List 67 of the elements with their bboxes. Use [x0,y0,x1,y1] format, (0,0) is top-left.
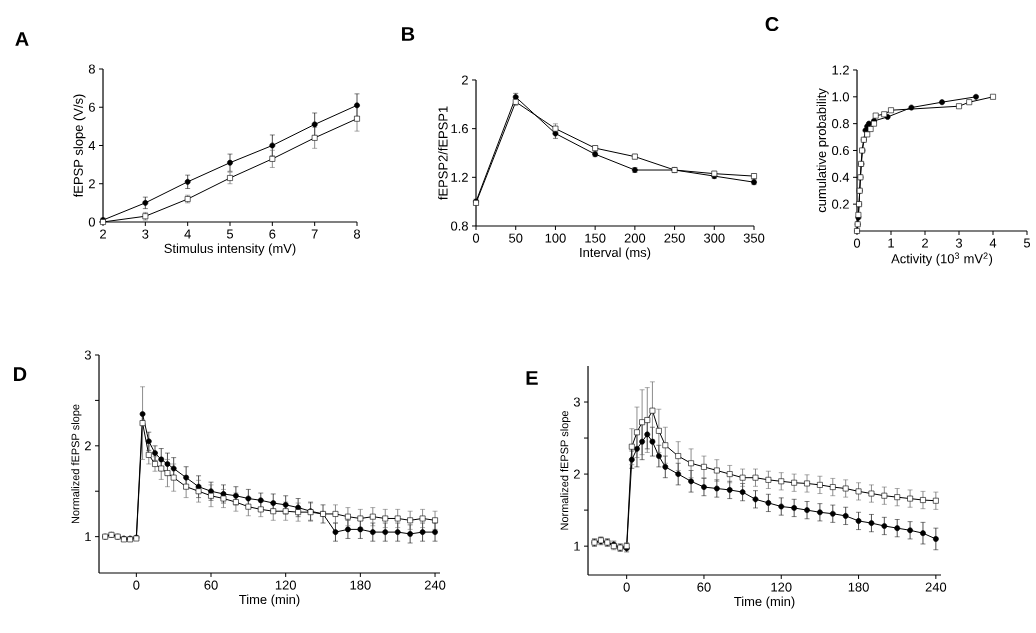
y-tick-label: 1.6 [451,124,468,134]
y-tick-label: 0.6 [832,145,849,156]
x-tick-label: 180 [848,582,869,592]
y-tick-label: 1 [574,541,580,551]
y-tick-label: 1.2 [451,172,468,182]
x-axis-title: Time (min) [734,596,795,609]
x-tick-label: 100 [545,233,566,243]
x-tick-label: 0 [472,233,480,243]
y-tick-label: 3 [573,397,580,407]
y-tick-label: 1.2 [832,65,849,75]
x-tick-label: 4 [989,238,997,248]
y-tick-label: 2 [88,179,95,189]
x-tick-label: 120 [275,580,296,590]
x-tick-label: 240 [424,580,446,590]
y-tick-label: 0 [88,217,95,227]
y-tick-label: 0.8 [451,221,468,231]
y-tick-label: 6 [88,102,95,112]
x-tick-label: 60 [204,580,218,590]
chart-title: C [765,17,779,32]
x-tick-label: 2 [922,238,928,248]
x-tick-label: 4 [184,229,191,239]
chart-title: A [15,32,29,46]
y-tick-label: 0.8 [832,119,849,129]
y-axis-title: Normalized fEPSP slope [560,411,571,530]
x-axis-title: Interval (ms) [580,247,651,260]
x-tick-label: 3 [142,229,149,239]
y-tick-label: 4 [88,141,96,150]
x-tick-label: 0 [133,580,140,590]
y-axis-title: fEPSP2/fEPSP1 [438,106,448,200]
x-tick-label: 8 [353,229,361,239]
x-tick-label: 0 [623,582,630,592]
x-tick-label: 7 [311,229,318,239]
x-tick-label: 50 [509,233,523,243]
x-tick-label: 150 [585,233,606,243]
x-tick-label: 60 [697,582,711,592]
y-tick-label: 2 [461,75,468,85]
y-axis-title: Normalized fEPSP slope [71,404,82,524]
y-tick-label: 0.2 [832,199,849,209]
y-tick-label: 1 [85,532,91,542]
y-tick-label: 8 [88,64,95,74]
chart-title: B [402,27,415,41]
x-tick-label: 5 [1023,238,1031,248]
y-tick-label: 0.4 [832,172,850,182]
x-tick-label: 3 [955,238,963,248]
y-tick-label: 2 [84,441,91,451]
x-tick-label: 240 [925,582,947,592]
x-axis-title: Time (min) [239,594,300,607]
y-axis-title: cumulative probability [816,88,829,213]
x-tick-label: 6 [269,229,276,239]
y-axis-title: fEPSP slope (V/s) [73,94,86,198]
x-tick-label: 2 [100,229,106,239]
x-tick-label: 300 [703,233,725,243]
x-tick-label: 5 [226,229,234,239]
chart-title: D [14,367,27,381]
y-tick-label: 3 [84,350,91,360]
x-axis-title: Stimulus intensity (mV) [164,243,296,256]
x-axis-title: Activity (10$^{3}$ mV$^{2}$) [891,252,993,266]
y-tick-label: 1.0 [832,92,850,102]
chart-title: E [526,371,538,385]
x-tick-label: 1 [888,238,894,248]
x-tick-label: 250 [664,233,685,243]
x-tick-label: 350 [743,233,765,243]
x-tick-label: 0 [853,238,861,248]
x-tick-label: 180 [350,580,371,590]
x-tick-label: 200 [624,233,646,243]
x-tick-label: 120 [771,582,792,592]
y-tick-label: 2 [573,469,580,479]
